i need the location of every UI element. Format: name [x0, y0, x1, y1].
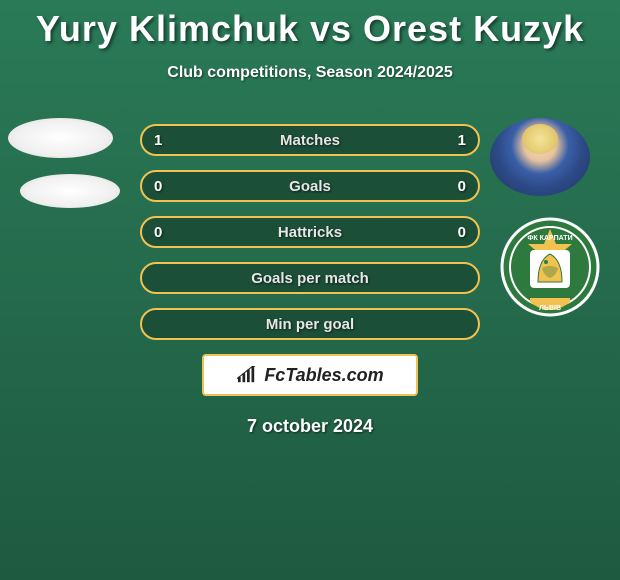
stat-left-value: 0: [154, 224, 170, 241]
bar-chart-icon: [236, 366, 258, 384]
stat-row-min-per-goal: Min per goal: [140, 308, 480, 340]
brand-text: FcTables.com: [264, 365, 383, 386]
stats-container: 1 Matches 1 0 Goals 0 0 Hattricks 0 Goal…: [0, 124, 620, 437]
page-title: Yury Klimchuk vs Orest Kuzyk: [0, 0, 620, 50]
stat-label: Matches: [142, 132, 478, 149]
stat-right-value: 0: [450, 178, 466, 195]
stat-left-value: 0: [154, 178, 170, 195]
stat-row-goals: 0 Goals 0: [140, 170, 480, 202]
stat-label: Goals per match: [142, 270, 478, 287]
stat-left-value: 1: [154, 132, 170, 149]
stat-label: Min per goal: [142, 316, 478, 333]
subtitle: Club competitions, Season 2024/2025: [0, 64, 620, 82]
brand-box[interactable]: FcTables.com: [202, 354, 418, 396]
stat-label: Hattricks: [142, 224, 478, 241]
stat-label: Goals: [142, 178, 478, 195]
stat-row-hattricks: 0 Hattricks 0: [140, 216, 480, 248]
date-text: 7 october 2024: [0, 416, 620, 437]
stat-right-value: 0: [450, 224, 466, 241]
stat-right-value: 1: [450, 132, 466, 149]
stat-row-matches: 1 Matches 1: [140, 124, 480, 156]
stat-row-goals-per-match: Goals per match: [140, 262, 480, 294]
